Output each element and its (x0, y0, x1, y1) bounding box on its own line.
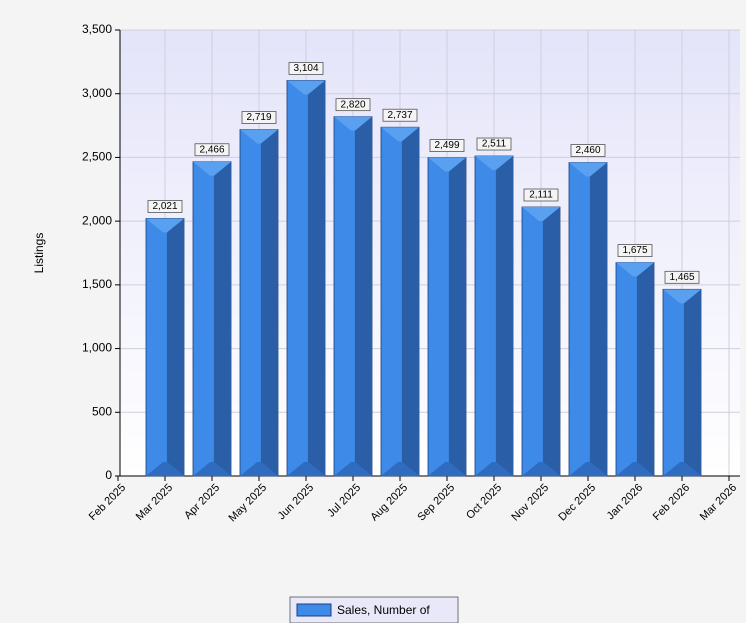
value-label: 3,104 (293, 63, 318, 74)
bar (380, 126, 420, 477)
y-tick-label: 500 (92, 404, 112, 418)
bar-side (307, 80, 325, 476)
value-label: 1,465 (669, 272, 694, 283)
bar-side (636, 262, 654, 476)
bar-side (448, 157, 466, 476)
bar-bottom (193, 462, 231, 476)
value-label: 2,460 (575, 145, 600, 156)
bar-bottom (240, 462, 278, 476)
bar-top (475, 156, 513, 171)
bar-side (401, 127, 419, 476)
legend-label: Sales, Number of (337, 603, 430, 617)
bar-side (589, 162, 607, 477)
bar (568, 162, 608, 477)
value-label-box (335, 98, 371, 112)
bar-top (428, 157, 466, 172)
bar-side (495, 156, 513, 476)
bar (192, 161, 232, 477)
bar-side (542, 206, 560, 476)
bar-side (260, 129, 278, 476)
value-label-box (570, 144, 606, 157)
bar-bottom (381, 462, 419, 476)
value-label-box (194, 143, 230, 157)
value-label-box (241, 111, 277, 124)
value-label-box (382, 108, 418, 122)
bar-side (166, 218, 184, 476)
bar-top (240, 129, 278, 144)
y-tick-label: 1,000 (82, 341, 112, 355)
bar (474, 155, 514, 477)
bar-bottom (428, 462, 466, 476)
bar-top (146, 218, 184, 233)
bar-bottom (616, 462, 654, 476)
y-tick-label: 2,000 (82, 213, 112, 227)
value-label-box (147, 200, 183, 213)
bar-top (193, 161, 231, 176)
bar (286, 80, 326, 477)
bar (145, 218, 185, 477)
bar-top (616, 262, 654, 277)
bar (521, 206, 561, 477)
y-tick-label: 2,500 (82, 150, 112, 164)
bar-bottom (522, 462, 560, 476)
bar-bottom (663, 462, 701, 476)
value-label-box (664, 270, 700, 284)
bar-top (663, 289, 701, 304)
bar (333, 116, 373, 477)
bar (239, 129, 279, 477)
bar-bottom (475, 462, 513, 476)
bar-top (334, 116, 372, 131)
value-label: 2,111 (529, 190, 553, 201)
value-label: 2,021 (152, 201, 177, 212)
bar-top (381, 127, 419, 142)
bar-bottom (334, 462, 372, 476)
bar (427, 157, 467, 477)
bar-side (683, 289, 701, 476)
bar-top (287, 80, 325, 95)
bar (662, 288, 702, 477)
y-tick-label: 0 (105, 468, 112, 482)
y-tick-label: 3,000 (82, 86, 112, 100)
value-label: 1,675 (622, 245, 647, 256)
value-label: 2,499 (434, 140, 459, 151)
bar-top (569, 162, 607, 177)
y-tick-label: 1,500 (82, 277, 112, 291)
value-label: 2,466 (199, 144, 224, 155)
value-label-box (288, 62, 324, 75)
bar (615, 262, 655, 477)
value-label: 2,737 (387, 110, 412, 121)
bar-bottom (146, 462, 184, 476)
bar-side (354, 116, 372, 476)
bar-side (213, 161, 231, 476)
value-label-box (617, 244, 653, 257)
value-label-box (523, 188, 559, 202)
bar-bottom (287, 462, 325, 476)
value-label: 2,820 (340, 99, 365, 110)
bar-bottom (569, 462, 607, 476)
value-label-box (429, 139, 465, 152)
value-label: 2,719 (246, 112, 271, 123)
bar-top (522, 206, 560, 221)
y-tick-label: 3,500 (82, 22, 112, 36)
value-label-box (476, 137, 512, 151)
legend-swatch (296, 603, 332, 617)
y-axis-label: Listings (32, 233, 46, 274)
value-label: 2,511 (482, 139, 507, 150)
